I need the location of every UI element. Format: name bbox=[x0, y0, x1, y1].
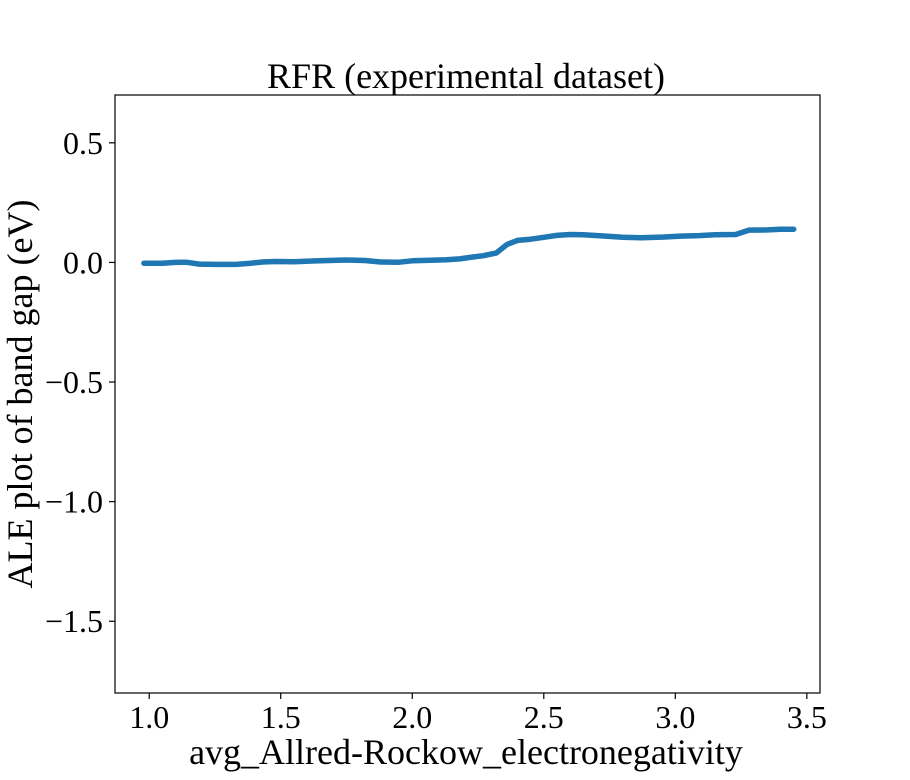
y-tick-label: 0.0 bbox=[63, 244, 103, 280]
y-tick-label: 0.5 bbox=[63, 125, 103, 161]
y-tick-label: −1.0 bbox=[45, 484, 103, 520]
x-tick-label: 1.5 bbox=[261, 699, 301, 735]
x-axis-ticks: 1.0 1.5 2.0 2.5 3.0 3.5 bbox=[129, 693, 827, 735]
plot-area: 1.0 1.5 2.0 2.5 3.0 3.5 0.5 0.0 −0.5 −1.0 −1.5 bbox=[45, 94, 827, 735]
x-tick-label: 1.0 bbox=[129, 699, 169, 735]
x-tick-label: 2.5 bbox=[524, 699, 564, 735]
ale-series-line bbox=[141, 226, 797, 268]
x-tick-label: 3.0 bbox=[655, 699, 695, 735]
x-tick-label: 2.0 bbox=[392, 699, 432, 735]
y-axis-ticks: 0.5 0.0 −0.5 −1.0 −1.5 bbox=[45, 125, 115, 639]
x-tick-label: 3.5 bbox=[787, 699, 827, 735]
plot-frame bbox=[114, 94, 821, 694]
y-tick-label: −0.5 bbox=[45, 364, 103, 400]
x-axis-label: avg_Allred-Rockow_electronegativity bbox=[189, 732, 743, 772]
y-tick-label: −1.5 bbox=[45, 603, 103, 639]
chart-title: RFR (experimental dataset) bbox=[267, 56, 665, 96]
series-layer bbox=[141, 226, 797, 268]
y-axis-label: ALE plot of band gap (eV) bbox=[0, 200, 40, 589]
